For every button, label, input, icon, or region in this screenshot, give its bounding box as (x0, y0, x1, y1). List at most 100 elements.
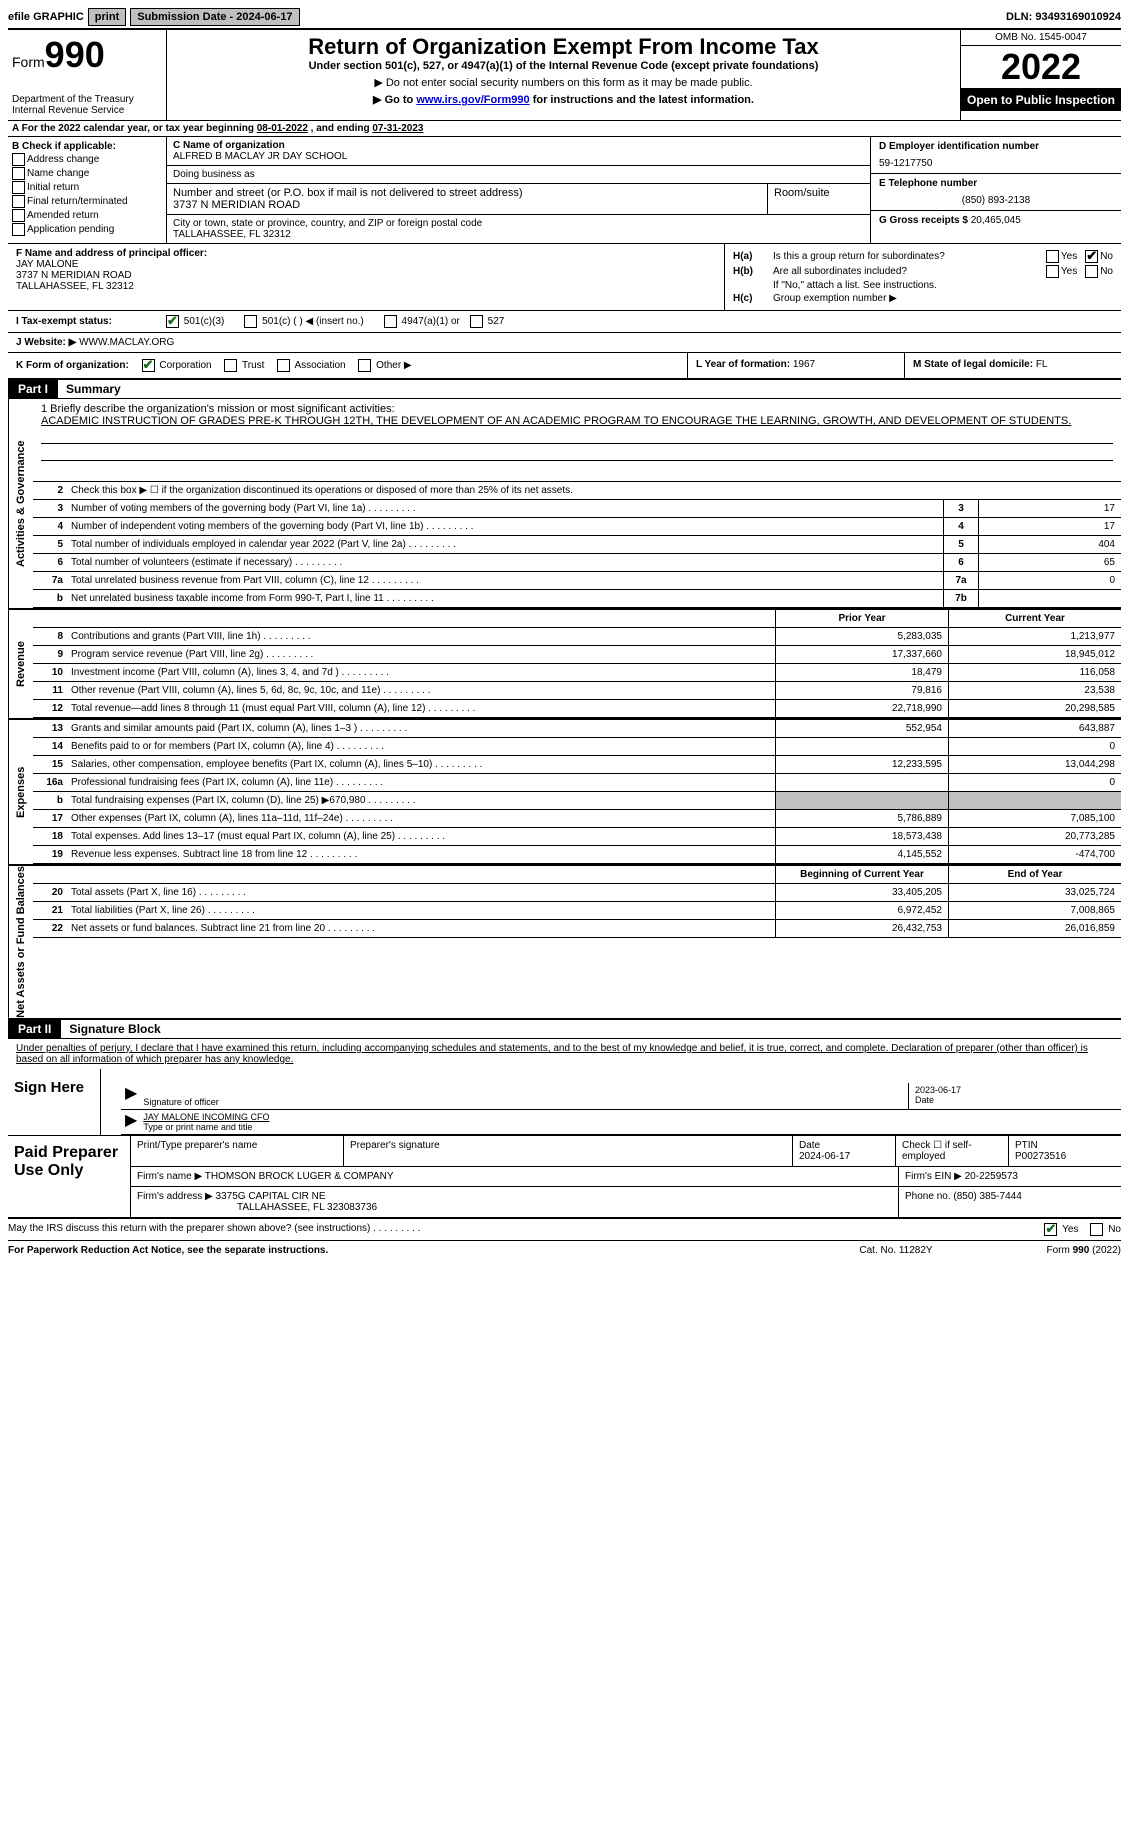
website-cell: J Website: ▶ WWW.MACLAY.ORG (8, 333, 1121, 352)
line-text: Benefits paid to or for members (Part IX… (67, 738, 775, 755)
prep-date-value: 2024-06-17 (799, 1151, 850, 1162)
firm-name-value: THOMSON BROCK LUGER & COMPANY (205, 1171, 394, 1182)
firm-ein-value: 20-2259573 (965, 1171, 1018, 1182)
line-text: Investment income (Part VIII, column (A)… (67, 664, 775, 681)
line-num: b (33, 792, 67, 809)
cb-501c[interactable]: 501(c) ( ) ◀ (insert no.) (244, 315, 363, 328)
mission-line-1 (41, 431, 1113, 444)
tax-year: 2022 (961, 46, 1121, 89)
cb-app-pending[interactable]: Application pending (12, 223, 162, 236)
header-left: Form990 Department of the Treasury Inter… (8, 30, 167, 120)
declaration-text: Under penalties of perjury, I declare th… (8, 1039, 1121, 1069)
org-name-cell: C Name of organization ALFRED B MACLAY J… (167, 137, 870, 166)
net-body: Beginning of Current Year End of Year 20… (33, 866, 1121, 1018)
cb-name-change[interactable]: Name change (12, 167, 162, 180)
line-box: 6 (943, 554, 978, 571)
current-value: 7,008,865 (948, 902, 1121, 919)
print-button[interactable]: print (88, 8, 126, 26)
section-activities: Activities & Governance 1 Briefly descri… (8, 399, 1121, 610)
mission-line-2 (41, 448, 1113, 461)
section-revenue: Revenue Prior Year Current Year 8 Contri… (8, 610, 1121, 720)
cb-initial-return[interactable]: Initial return (12, 181, 162, 194)
phone-value: (850) 893-2138 (879, 195, 1113, 206)
discuss-yes[interactable]: Yes (1044, 1223, 1078, 1236)
line-text: Program service revenue (Part VIII, line… (67, 646, 775, 663)
line-num: 10 (33, 664, 67, 681)
gross-label: G Gross receipts $ (879, 215, 971, 226)
discuss-text: May the IRS discuss this return with the… (8, 1223, 1044, 1236)
current-value: 26,016,859 (948, 920, 1121, 937)
form-header: Form990 Department of the Treasury Inter… (8, 30, 1121, 121)
part-2-title: Signature Block (61, 1020, 168, 1038)
opt-amend: Amended return (27, 210, 99, 221)
cb-trust[interactable]: Trust (224, 360, 264, 371)
form-org-cell: K Form of organization: Corporation Trus… (8, 353, 687, 378)
tax-year-end: 07-31-2023 (372, 123, 423, 134)
irs-label: Internal Revenue Service (12, 105, 162, 116)
f-no: No (1108, 1224, 1121, 1235)
cb-527[interactable]: 527 (470, 315, 504, 328)
current-value: 643,887 (948, 720, 1121, 737)
cb-4947[interactable]: 4947(a)(1) or (384, 315, 460, 328)
section-expenses: Expenses 13 Grants and similar amounts p… (8, 720, 1121, 866)
opt-pending: Application pending (27, 224, 114, 235)
line-b: b Net unrelated business taxable income … (33, 590, 1121, 608)
paid-preparer-block: Paid Preparer Use Only Print/Type prepar… (8, 1136, 1121, 1219)
sig-officer-label: Signature of officer (143, 1097, 906, 1107)
cb-final-return[interactable]: Final return/terminated (12, 195, 162, 208)
cb-assoc[interactable]: Association (277, 360, 345, 371)
line-num: 20 (33, 884, 67, 901)
mission-label: 1 Briefly describe the organization's mi… (41, 403, 1113, 415)
o-trust: Trust (242, 360, 264, 371)
line-text: Total assets (Part X, line 16) (67, 884, 775, 901)
top-bar: efile GRAPHIC print Submission Date - 20… (8, 8, 1121, 30)
cb-corp[interactable]: Corporation (142, 360, 212, 371)
dba-cell: Doing business as (167, 166, 870, 184)
current-value: 0 (948, 774, 1121, 791)
line-8: 8 Contributions and grants (Part VIII, l… (33, 628, 1121, 646)
line-11: 11 Other revenue (Part VIII, column (A),… (33, 682, 1121, 700)
line-num: 7a (33, 572, 67, 589)
yes-lbl2: Yes (1061, 266, 1077, 277)
hb-no[interactable]: No (1085, 265, 1113, 278)
part-1-tag: Part I (8, 380, 58, 398)
line-num: 4 (33, 518, 67, 535)
o-corp: Corporation (159, 360, 211, 371)
state-domicile: M State of legal domicile: FL (904, 353, 1121, 378)
ein-label: D Employer identification number (879, 141, 1113, 152)
revenue-body: Prior Year Current Year 8 Contributions … (33, 610, 1121, 718)
prior-value: 5,786,889 (775, 810, 948, 827)
discuss-no[interactable]: No (1090, 1223, 1121, 1236)
col-b-header: B Check if applicable: (12, 141, 162, 152)
ha-no[interactable]: No (1085, 250, 1113, 263)
no-lbl: No (1100, 251, 1113, 262)
street-cell: Number and street (or P.O. box if mail i… (167, 184, 768, 214)
line-10: 10 Investment income (Part VIII, column … (33, 664, 1121, 682)
cb-address-change[interactable]: Address change (12, 153, 162, 166)
mission-line-3 (41, 465, 1113, 477)
firm-name-cell: Firm's name ▶ THOMSON BROCK LUGER & COMP… (131, 1167, 899, 1186)
officer-label: F Name and address of principal officer: (16, 248, 716, 259)
cb-amended[interactable]: Amended return (12, 209, 162, 222)
prior-value: 552,954 (775, 720, 948, 737)
mission-block: 1 Briefly describe the organization's mi… (33, 399, 1121, 482)
hc-label: H(c) (733, 293, 773, 304)
arrow-icon: ▶ (121, 1083, 141, 1109)
cb-other[interactable]: Other ▶ (358, 360, 411, 371)
hb-yes[interactable]: Yes (1046, 265, 1077, 278)
col-b-checkboxes: B Check if applicable: Address change Na… (8, 137, 167, 243)
form-title: Return of Organization Exempt From Incom… (175, 34, 952, 60)
ha-yes[interactable]: Yes (1046, 250, 1077, 263)
dots (373, 1223, 420, 1234)
line-num: 11 (33, 682, 67, 699)
website-value: WWW.MACLAY.ORG (79, 337, 174, 348)
prep-name-label: Print/Type preparer's name (131, 1136, 344, 1166)
line-text: Total liabilities (Part X, line 26) (67, 902, 775, 919)
line-value: 65 (978, 554, 1121, 571)
sig-name-field: JAY MALONE INCOMING CFO Type or print na… (141, 1110, 1121, 1134)
street-row: Number and street (or P.O. box if mail i… (167, 184, 870, 214)
irs-link[interactable]: www.irs.gov/Form990 (416, 94, 529, 106)
cb-501c3[interactable]: 501(c)(3) (166, 315, 224, 328)
no-lbl2: No (1100, 266, 1113, 277)
subdate-label: Submission Date - (137, 11, 236, 23)
